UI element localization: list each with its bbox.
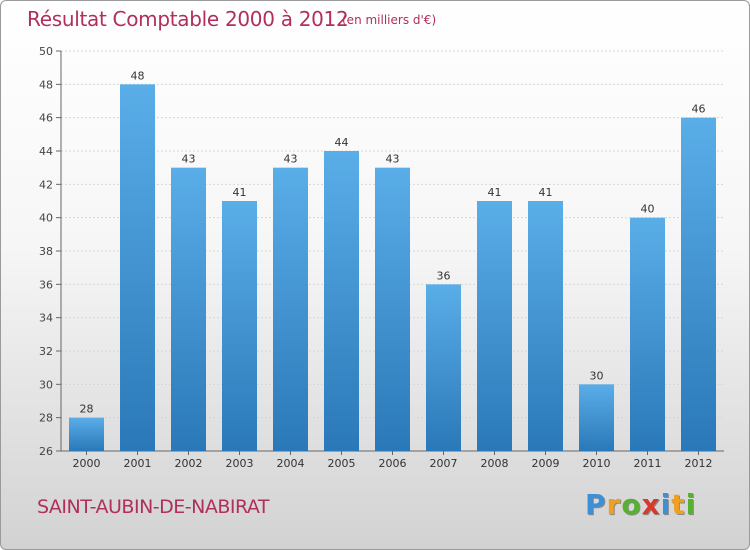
bar [273, 167, 308, 451]
bar-value-label: 30 [590, 369, 604, 382]
x-tick-label: 2002 [175, 457, 203, 470]
y-tick-label: 28 [39, 412, 53, 425]
bar [222, 201, 257, 451]
x-tick-label: 2000 [73, 457, 101, 470]
bar [477, 201, 512, 451]
x-tick-label: 2008 [481, 457, 509, 470]
x-tick-label: 2012 [685, 457, 713, 470]
x-tick-label: 2007 [430, 457, 458, 470]
x-tick-label: 2001 [124, 457, 152, 470]
chart-title: Résultat Comptable 2000 à 2012 [27, 7, 349, 31]
y-tick-label: 30 [39, 378, 53, 391]
bar-value-label: 48 [131, 69, 145, 82]
x-tick-label: 2009 [532, 457, 560, 470]
bar-value-label: 40 [641, 203, 655, 216]
x-tick-label: 2010 [583, 457, 611, 470]
commune-name: SAINT-AUBIN-DE-NABIRAT [37, 496, 270, 518]
bar [375, 167, 410, 451]
y-tick-label: 50 [39, 45, 53, 58]
y-tick-label: 40 [39, 212, 53, 225]
bar [171, 167, 206, 451]
logo-letter: P [585, 488, 607, 521]
bar [579, 384, 614, 451]
y-tick-label: 42 [39, 178, 53, 191]
y-tick-label: 48 [39, 78, 53, 91]
bar-value-label: 41 [488, 186, 502, 199]
bar-value-label: 43 [182, 153, 196, 166]
y-tick-label: 46 [39, 112, 53, 125]
logo-letter: t [671, 488, 686, 521]
logo-letter: r [606, 488, 622, 521]
bar [324, 151, 359, 451]
chart-subtitle: (en milliers d'€) [342, 13, 437, 27]
bar-value-label: 41 [233, 186, 247, 199]
x-tick-label: 2005 [328, 457, 356, 470]
x-tick-label: 2003 [226, 457, 254, 470]
bar-value-label: 36 [437, 269, 451, 282]
bar-value-label: 28 [80, 403, 94, 416]
bar [528, 201, 563, 451]
bar-value-label: 43 [284, 153, 298, 166]
y-tick-label: 38 [39, 245, 53, 258]
bar-value-label: 41 [539, 186, 553, 199]
bar [630, 217, 665, 451]
proxiti-logo: Proxiti [585, 488, 696, 521]
y-tick-label: 32 [39, 345, 53, 358]
x-tick-label: 2004 [277, 457, 305, 470]
y-tick-label: 44 [39, 145, 53, 158]
x-tick-label: 2006 [379, 457, 407, 470]
bar [426, 284, 461, 451]
bar-value-label: 43 [386, 153, 400, 166]
logo-letter: i [660, 488, 672, 521]
y-tick-label: 36 [39, 278, 53, 291]
bar-value-label: 44 [335, 136, 349, 149]
x-tick-label: 2011 [634, 457, 662, 470]
bar-value-label: 46 [692, 103, 706, 116]
logo-letter: i [685, 488, 697, 521]
y-tick-label: 34 [39, 312, 53, 325]
y-tick-label: 26 [39, 445, 53, 458]
bar [681, 117, 716, 452]
bar [69, 417, 104, 451]
logo-letter: x [641, 488, 661, 521]
bar [120, 84, 155, 451]
logo-letter: o [621, 488, 642, 521]
